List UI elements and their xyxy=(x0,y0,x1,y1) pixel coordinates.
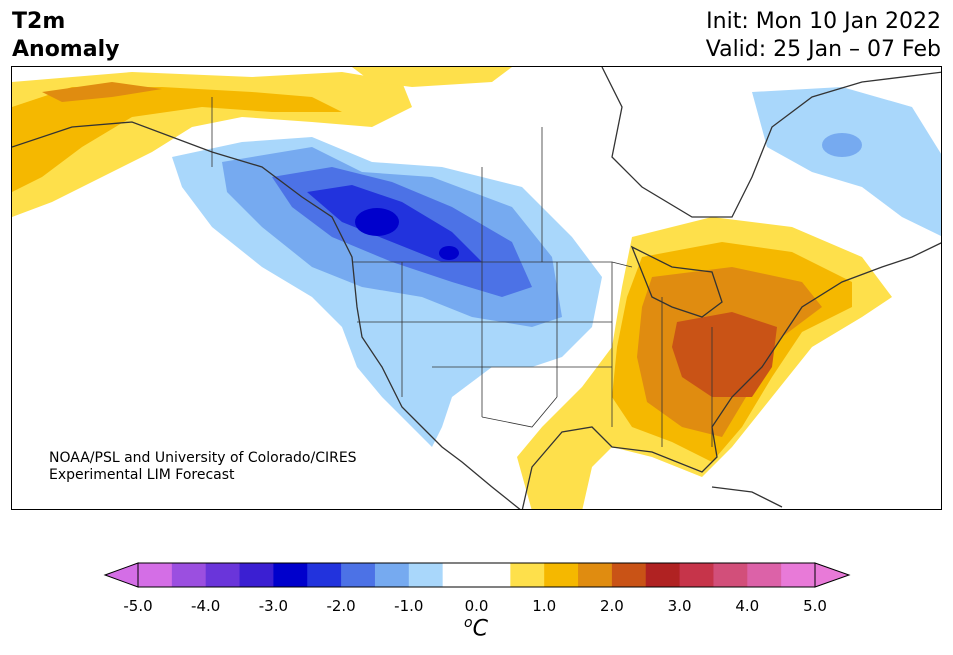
arctic-warm-region xyxy=(352,67,512,87)
forecast-dates: Init: Mon 10 Jan 2022 Valid: 25 Jan – 07… xyxy=(706,8,941,64)
alaska-warm-peak xyxy=(42,82,162,102)
colorbar-border xyxy=(137,562,816,588)
unit-label: oC xyxy=(464,615,488,641)
init-date: Init: Mon 10 Jan 2022 xyxy=(706,9,941,34)
colorbar-cell xyxy=(781,563,816,587)
colorbar-tick-label: -2.0 xyxy=(326,597,356,615)
credit-line-2: Experimental LIM Forecast xyxy=(49,467,235,483)
colorbar-cell xyxy=(510,563,545,587)
colorbar-cell xyxy=(307,563,342,587)
colorbar-cell xyxy=(713,563,748,587)
colorbar-cell xyxy=(171,563,207,587)
unit-superscript: o xyxy=(464,615,473,631)
title-line-1: T2m xyxy=(12,9,66,34)
colorbar-cell xyxy=(205,563,241,587)
west-cold-peak xyxy=(355,208,399,236)
colorbar-cell xyxy=(239,563,274,587)
east-warm-core xyxy=(672,312,777,397)
colorbar-tick-label: 2.0 xyxy=(599,597,624,615)
colorbar-cell xyxy=(442,563,477,587)
alaska-warm-core xyxy=(12,87,342,192)
colorbar-cell xyxy=(476,563,511,587)
colorbar-cell xyxy=(747,563,782,587)
west-cold-peak-2 xyxy=(439,246,459,260)
colorbar-tick-label: 5.0 xyxy=(803,597,827,615)
colorbar-cell xyxy=(578,563,613,587)
colorbar-tick-label: 4.0 xyxy=(735,597,760,615)
colorbar-max-extend xyxy=(814,562,851,588)
colorbar-tick-label: 0.0 xyxy=(464,597,489,615)
colorbar-tick-label: 1.0 xyxy=(532,597,557,615)
colorbar xyxy=(103,562,851,588)
colorbar-cell xyxy=(679,563,714,587)
colorbar-tick-label: -1.0 xyxy=(394,597,424,615)
colorbar-cell xyxy=(645,563,681,587)
credit-line-1: NOAA/PSL and University of Colorado/CIRE… xyxy=(49,450,357,466)
credit-text: NOAA/PSL and University of Colorado/CIRE… xyxy=(49,450,357,484)
colorbar-ticks: -5.0 -4.0 -3.0 -2.0 -1.0 0.0 1.0 2.0 3.0 4.0 5.0 xyxy=(0,597,953,617)
map-svg xyxy=(12,67,941,509)
map-title: T2m Anomaly xyxy=(12,8,119,64)
colorbar-cell xyxy=(341,563,376,587)
colorbar-cell xyxy=(611,563,647,587)
colorbar-cells xyxy=(138,563,816,587)
colorbar-tick-label: -4.0 xyxy=(191,597,221,615)
political-borders xyxy=(211,97,713,447)
colorbar-cell xyxy=(138,563,173,587)
labrador-cold-core xyxy=(822,133,862,157)
valid-range: Valid: 25 Jan – 07 Feb xyxy=(705,37,941,62)
colorbar-tick-label: 3.0 xyxy=(667,597,692,615)
colorbar-cell xyxy=(374,563,410,587)
labrador-cold-region xyxy=(752,87,941,237)
anomaly-map xyxy=(11,66,942,510)
colorbar-cell xyxy=(273,563,308,587)
colorbar-min-extend xyxy=(103,562,139,588)
colorbar-cell xyxy=(408,563,444,587)
unit-base: C xyxy=(472,616,488,642)
colorbar-tick-label: -3.0 xyxy=(258,597,289,615)
title-line-2: Anomaly xyxy=(12,37,120,62)
colorbar-cell xyxy=(544,563,579,587)
colorbar-tick-label: -5.0 xyxy=(123,597,153,615)
